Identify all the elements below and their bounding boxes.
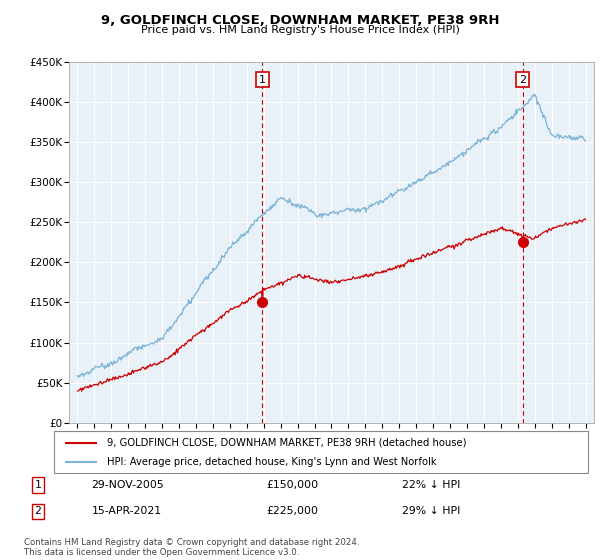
Text: £150,000: £150,000 <box>266 480 319 490</box>
Text: 9, GOLDFINCH CLOSE, DOWNHAM MARKET, PE38 9RH (detached house): 9, GOLDFINCH CLOSE, DOWNHAM MARKET, PE38… <box>107 438 467 448</box>
Text: 15-APR-2021: 15-APR-2021 <box>92 506 162 516</box>
Text: 1: 1 <box>35 480 41 490</box>
Text: £225,000: £225,000 <box>266 506 319 516</box>
Text: 9, GOLDFINCH CLOSE, DOWNHAM MARKET, PE38 9RH: 9, GOLDFINCH CLOSE, DOWNHAM MARKET, PE38… <box>101 14 499 27</box>
Text: 2: 2 <box>519 74 526 85</box>
Text: 1: 1 <box>259 74 266 85</box>
Text: HPI: Average price, detached house, King's Lynn and West Norfolk: HPI: Average price, detached house, King… <box>107 458 437 467</box>
Text: Price paid vs. HM Land Registry's House Price Index (HPI): Price paid vs. HM Land Registry's House … <box>140 25 460 35</box>
Text: 22% ↓ HPI: 22% ↓ HPI <box>402 480 460 490</box>
Text: Contains HM Land Registry data © Crown copyright and database right 2024.
This d: Contains HM Land Registry data © Crown c… <box>24 538 359 557</box>
Text: 29% ↓ HPI: 29% ↓ HPI <box>402 506 460 516</box>
Text: 2: 2 <box>35 506 41 516</box>
Text: 29-NOV-2005: 29-NOV-2005 <box>92 480 164 490</box>
